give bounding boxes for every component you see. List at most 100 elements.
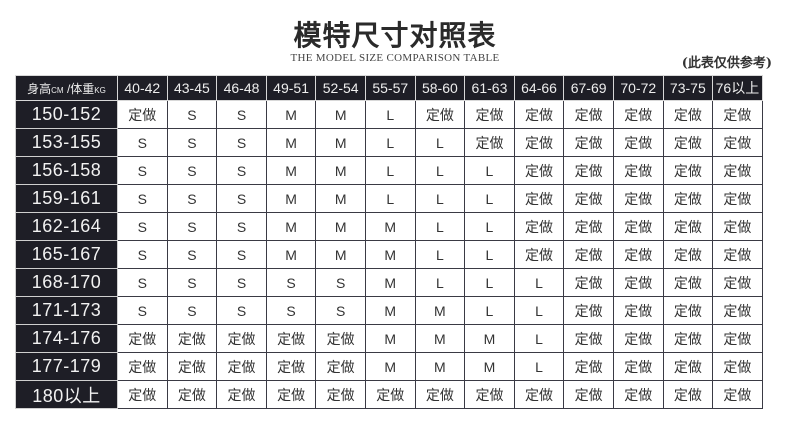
size-cell: 定做 [712,268,763,297]
size-cell: M [364,296,416,325]
size-cell: L [414,212,466,241]
size-cell: S [216,128,267,157]
row-header-height: 162-164 [15,212,118,241]
size-cell: M [414,324,466,353]
size-cell: M [315,240,366,269]
column-header: 52-54 [315,75,366,101]
column-header: 58-60 [414,75,466,101]
size-cell: 定做 [662,240,714,269]
size-cell: 定做 [662,156,714,185]
table-row: 174-176 定做 定做 定做 定做 定做 M M M L 定做 定做 定做 定做 [15,324,763,353]
size-cell: 定做 [662,324,714,353]
height-label: 身高 [27,81,52,96]
size-cell: 定做 [712,156,763,185]
size-cell: 定做 [265,380,317,409]
size-cell: L [513,268,565,297]
size-cell: 定做 [662,268,714,297]
size-cell: L [414,128,466,157]
size-cell: 定做 [712,296,763,325]
size-cell: 定做 [563,268,614,297]
size-cell: 定做 [612,380,664,409]
row-header-height: 159-161 [15,184,118,213]
size-cell: S [166,128,218,157]
size-cell: L [464,240,515,269]
size-cell: L [364,100,416,129]
size-cell: M [414,296,466,325]
size-cell: M [265,156,317,185]
header-row: 身高CM /体重KG 40-42 43-45 46-48 49-51 52-54 55-5… [15,75,763,101]
table-row: 162-164 S S S M M M L L 定做 定做 定做 定做 定做 [15,212,763,241]
size-cell: 定做 [662,100,714,129]
row-header-height: 168-170 [15,268,118,297]
size-cell: S [265,268,317,297]
size-cell: 定做 [563,324,614,353]
row-header-height: 180以上 [15,380,118,409]
size-cell: M [414,352,466,381]
size-cell: 定做 [662,352,714,381]
size-cell: 定做 [712,100,763,129]
size-cell: 定做 [662,296,714,325]
size-cell: S [216,100,267,129]
table-row: 153-155 S S S M M L L 定做 定做 定做 定做 定做 定做 [15,128,763,157]
size-cell: 定做 [265,324,317,353]
size-cell: L [464,268,515,297]
table-row: 150-152 定做 S S M M L 定做 定做 定做 定做 定做 定做 定做 [15,100,763,129]
column-header: 61-63 [464,75,515,101]
size-cell: M [315,156,366,185]
size-cell: S [216,212,267,241]
size-cell: 定做 [117,352,168,381]
table-row: 159-161 S S S M M L L L 定做 定做 定做 定做 定做 [15,184,763,213]
column-header: 46-48 [216,75,267,101]
size-cell: 定做 [612,156,664,185]
size-cell: S [117,212,168,241]
size-cell: 定做 [216,352,267,381]
table-row: 171-173 S S S S S M M L L 定做 定做 定做 定做 [15,296,763,325]
size-cell: M [464,324,515,353]
corner-header: 身高CM /体重KG [15,75,118,101]
size-cell: M [364,212,416,241]
size-cell: S [117,296,168,325]
size-cell: 定做 [712,184,763,213]
size-cell: L [414,184,466,213]
size-cell: S [117,128,168,157]
size-cell: 定做 [563,128,614,157]
size-cell: 定做 [513,380,565,409]
size-cell: L [513,352,565,381]
size-cell: S [315,296,366,325]
size-cell: 定做 [662,128,714,157]
size-cell: 定做 [117,380,168,409]
size-cell: S [166,184,218,213]
size-cell: M [364,324,416,353]
size-cell: L [513,296,565,325]
column-header: 64-66 [513,75,565,101]
size-cell: L [364,128,416,157]
separator: / [63,81,71,96]
size-cell: M [315,184,366,213]
size-cell: 定做 [662,184,714,213]
size-cell: S [166,156,218,185]
size-cell: S [216,268,267,297]
size-cell: 定做 [414,100,466,129]
size-cell: 定做 [513,240,565,269]
page-title: 模特尺寸对照表 [293,19,497,52]
size-cell: 定做 [414,380,466,409]
size-cell: 定做 [513,100,565,129]
size-cell: 定做 [612,352,664,381]
size-cell: S [216,184,267,213]
size-cell: S [216,296,267,325]
size-cell: L [414,156,466,185]
size-cell: S [117,156,168,185]
size-cell: S [166,100,218,129]
size-cell: S [117,240,168,269]
size-cell: S [117,184,168,213]
size-cell: S [166,268,218,297]
column-header: 73-75 [662,75,714,101]
size-cell: 定做 [464,128,515,157]
size-cell: 定做 [612,296,664,325]
size-cell: S [166,296,218,325]
size-cell: 定做 [166,352,218,381]
size-cell: M [265,100,317,129]
size-cell: 定做 [315,380,366,409]
column-header: 40-42 [117,75,168,101]
row-header-height: 171-173 [15,296,118,325]
